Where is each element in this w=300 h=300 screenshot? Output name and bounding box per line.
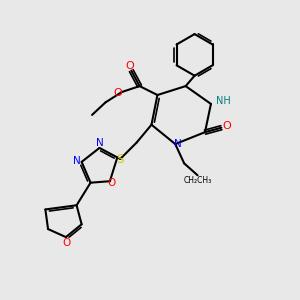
Text: S: S: [116, 153, 123, 166]
Text: N: N: [174, 139, 182, 149]
Text: O: O: [113, 88, 122, 98]
Text: N: N: [96, 138, 103, 148]
Text: N: N: [73, 156, 80, 166]
Text: O: O: [125, 61, 134, 70]
Text: CH₂CH₃: CH₂CH₃: [183, 176, 212, 185]
Text: O: O: [108, 178, 116, 188]
Text: O: O: [222, 121, 231, 131]
Text: NH: NH: [216, 96, 231, 106]
Text: O: O: [62, 238, 70, 248]
